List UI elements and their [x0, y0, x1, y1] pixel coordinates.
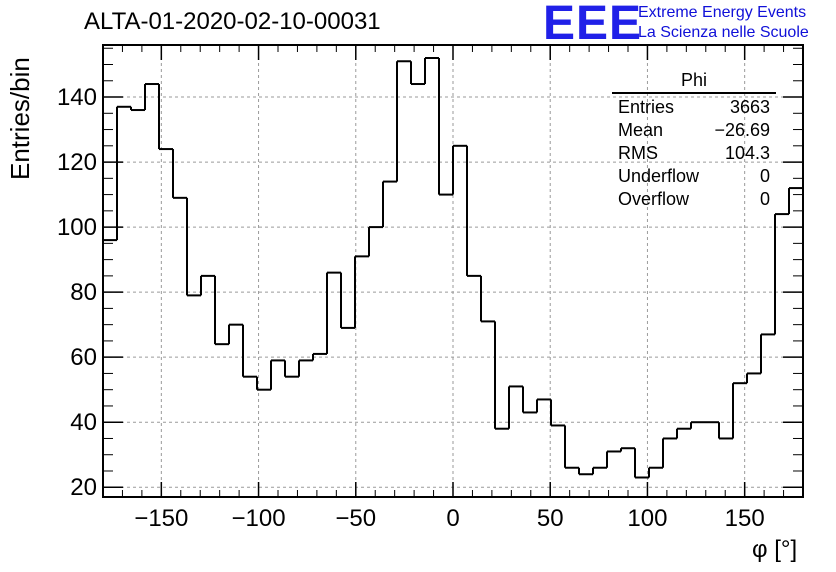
logo-line-1: Extreme Energy Events — [638, 4, 807, 21]
y-axis-label: Entries/bin — [5, 57, 35, 180]
logo-line-2: La Scienza nelle Scuole — [638, 24, 809, 41]
stats-row-entries: Entries 3663 — [612, 96, 776, 119]
x-tick-label: 150 — [725, 505, 765, 532]
stats-label: RMS — [618, 143, 658, 163]
stats-row-mean: Mean −26.69 — [612, 119, 776, 142]
x-tick-label: −50 — [335, 505, 376, 532]
chart-title: ALTA-01-2020-02-10-00031 — [84, 8, 381, 35]
x-tick-label: −150 — [134, 505, 188, 532]
y-tick-label: 100 — [57, 214, 97, 241]
stats-label: Entries — [618, 97, 675, 117]
stats-value: 0 — [759, 189, 770, 209]
stats-value: 104.3 — [724, 143, 770, 163]
x-axis-label: φ [°] — [752, 536, 798, 563]
y-tick-label: 140 — [57, 84, 97, 111]
stats-value: −26.69 — [714, 120, 770, 140]
stats-row-underflow: Underflow 0 — [612, 165, 776, 188]
tick-labels: −150 −100 −50 0 50 100 150 20 40 60 80 100 120 140 — [57, 84, 765, 532]
plot-frame — [102, 44, 804, 498]
x-tick-label: 0 — [446, 505, 459, 532]
stats-value: 0 — [759, 166, 770, 186]
stats-title: Phi — [612, 70, 776, 94]
y-tick-label: 20 — [70, 474, 97, 501]
x-tick-label: 50 — [537, 505, 564, 532]
stats-row-overflow: Overflow 0 — [612, 188, 776, 211]
stats-row-rms: RMS 104.3 — [612, 142, 776, 165]
eee-logo: EEE — [543, 0, 643, 50]
axis-ticks — [103, 45, 803, 497]
y-tick-label: 40 — [70, 409, 97, 436]
x-tick-label: −100 — [232, 505, 286, 532]
stats-value: 3663 — [729, 97, 770, 117]
y-tick-label: 120 — [57, 149, 97, 176]
stats-label: Overflow — [618, 189, 690, 209]
x-tick-label: 100 — [627, 505, 667, 532]
stats-box: Phi Entries 3663 Mean −26.69 RMS 104.3 U… — [612, 70, 776, 211]
y-tick-label: 60 — [70, 344, 97, 371]
y-tick-label: 80 — [70, 279, 97, 306]
stats-label: Mean — [618, 120, 664, 140]
stats-label: Underflow — [618, 166, 700, 186]
